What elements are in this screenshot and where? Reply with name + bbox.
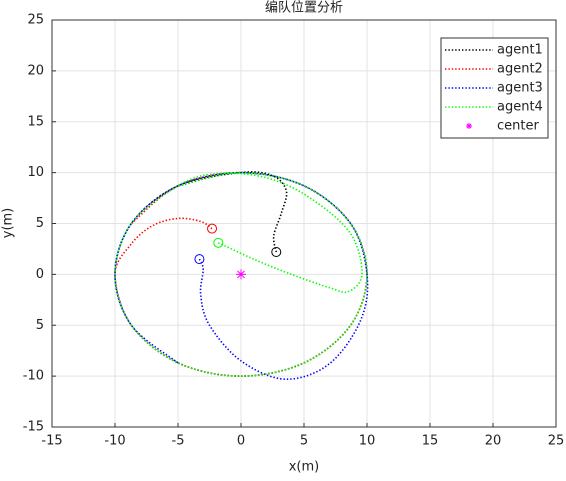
legend-marker [466,123,472,129]
x-tick-label: 10 [359,434,376,449]
y-tick-label: 10 [27,165,44,180]
start-marker [194,254,205,265]
y-tick-label: 5 [36,216,44,231]
x-tick-label: 0 [237,434,245,449]
y-tick-label: 5 [36,318,44,333]
x-tick-label: 5 [300,434,308,449]
x-tick-label: 15 [422,434,439,449]
y-tick-label: 15 [27,114,44,129]
marker-stroke [466,123,472,129]
legend-label: agent4 [497,100,543,115]
legend-label: agent3 [497,81,543,96]
start-marker [207,223,218,234]
start-marker [213,237,224,248]
legend-label: agent1 [497,43,543,58]
x-tick-label: -5 [172,434,185,449]
center-marker [236,269,246,280]
legend-label: center [497,119,539,134]
y-tick-label: 25 [27,13,44,28]
trajectory [114,171,368,377]
chart-title: 编队位置分析 [265,1,343,16]
x-tick-label: -10 [104,434,125,449]
x-axis-label: x(m) [289,460,320,475]
legend-label: agent2 [497,62,543,77]
trajectory [114,171,369,380]
y-tick-label: -10 [23,369,44,384]
x-tick-label: 20 [485,434,502,449]
marker-stroke [237,270,245,279]
y-tick-label: -15 [23,420,44,435]
y-tick-label: 20 [27,63,44,78]
plot-frame [51,19,557,428]
y-tick-label: 0 [36,267,44,282]
start-marker [271,246,282,257]
x-tick-label: 25 [548,434,565,449]
x-tick-label: -15 [41,434,62,449]
y-axis-label: y(m) [1,208,16,239]
